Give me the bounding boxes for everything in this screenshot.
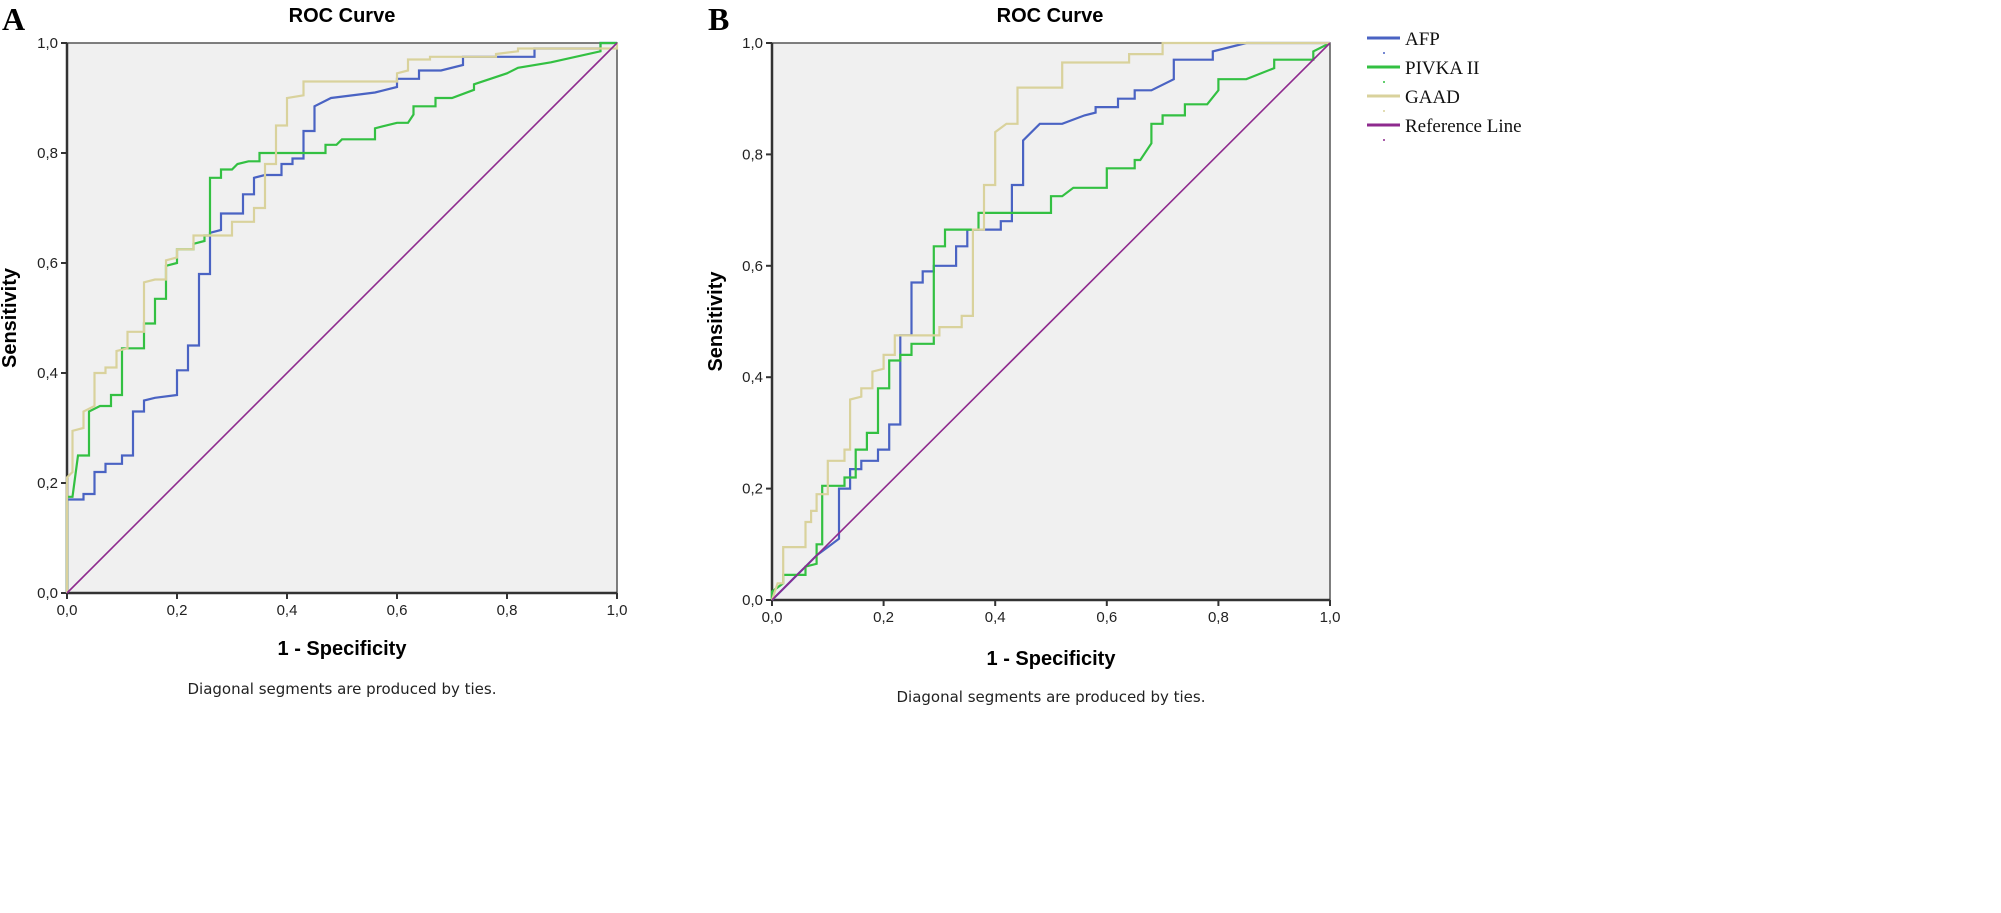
y-tick-label: 1,0 [37, 35, 58, 52]
x-axis-title: 1 - Specificity [278, 638, 408, 660]
x-tick-label: 0,0 [762, 609, 783, 626]
legend-item: AFP [1367, 29, 1440, 54]
x-tick-label: 1,0 [607, 602, 628, 619]
y-axis-title: Sensitivity [0, 267, 21, 368]
y-tick-label: 0,6 [742, 258, 763, 275]
y-tick-label: 0,4 [742, 369, 763, 386]
y-tick-label: 0,2 [37, 475, 58, 492]
x-tick-label: 0,4 [277, 602, 298, 619]
legend-item: PIVKA II [1367, 58, 1479, 83]
legend-item: Reference Line [1367, 116, 1522, 141]
y-tick-label: 0,0 [37, 585, 58, 602]
legend-label: AFP [1405, 29, 1440, 50]
legend-dot [1383, 139, 1385, 141]
legend-item: GAAD [1367, 87, 1460, 112]
series-line-pivka-ii [770, 42, 1331, 600]
x-tick-label: 1,0 [1320, 609, 1341, 626]
legend-label: GAAD [1405, 87, 1460, 108]
series-line-gaad [65, 43, 619, 593]
x-axis-title: 1 - Specificity [987, 648, 1117, 670]
legend-dot [1383, 81, 1385, 83]
series-line-afp [771, 41, 1330, 601]
y-axis-title: Sensitivity [705, 271, 727, 372]
chart-panel-b: B ROC Curve 0,00,0 0,2 0,2 0,4 0,4 0,6 0,6 0,8 0,8… [705, 1, 1522, 706]
x-tick-label: 0,8 [1208, 609, 1229, 626]
chart-title: ROC Curve [289, 5, 396, 27]
legend-label: PIVKA II [1405, 58, 1479, 79]
y-tick-label: 0,8 [37, 145, 58, 162]
y-tick-label: 0,4 [37, 365, 58, 382]
series-line-pivka-ii [65, 41, 617, 593]
series-line-reference-line [771, 42, 1331, 601]
legend-dot [1383, 110, 1385, 112]
y-tick-label: 0,6 [37, 255, 58, 272]
x-tick-label: 0,0 [57, 602, 78, 619]
footnote: Diagonal segments are produced by ties. [896, 688, 1205, 706]
y-tick-label: 0,2 [742, 481, 763, 498]
footnote: Diagonal segments are produced by ties. [187, 680, 496, 698]
series-line-reference-line [66, 42, 618, 594]
panel-label: B [708, 1, 729, 37]
series-line-gaad [770, 41, 1330, 601]
x-tick-label: 0,4 [985, 609, 1006, 626]
x-tick-label: 0,6 [1096, 609, 1117, 626]
chart-title: ROC Curve [997, 5, 1104, 27]
legend: AFP PIVKA II GAAD Reference Line [1367, 29, 1522, 141]
y-tick-label: 0,0 [742, 592, 763, 609]
legend-label: Reference Line [1405, 116, 1522, 137]
series-line-afp [65, 41, 617, 593]
panel-label: A [2, 1, 25, 37]
y-tick-label: 0,8 [742, 146, 763, 163]
x-tick-label: 0,8 [497, 602, 518, 619]
x-tick-label: 0,6 [387, 602, 408, 619]
y-tick-label: 1,0 [742, 35, 763, 52]
chart-panel-a: A ROC Curve 0,00,0 0,2 0,2 0,4 0,4 0,6 0,6 0,8 0,8… [0, 1, 627, 698]
x-tick-label: 0,2 [873, 609, 894, 626]
x-tick-label: 0,2 [167, 602, 188, 619]
legend-dot [1383, 52, 1385, 54]
